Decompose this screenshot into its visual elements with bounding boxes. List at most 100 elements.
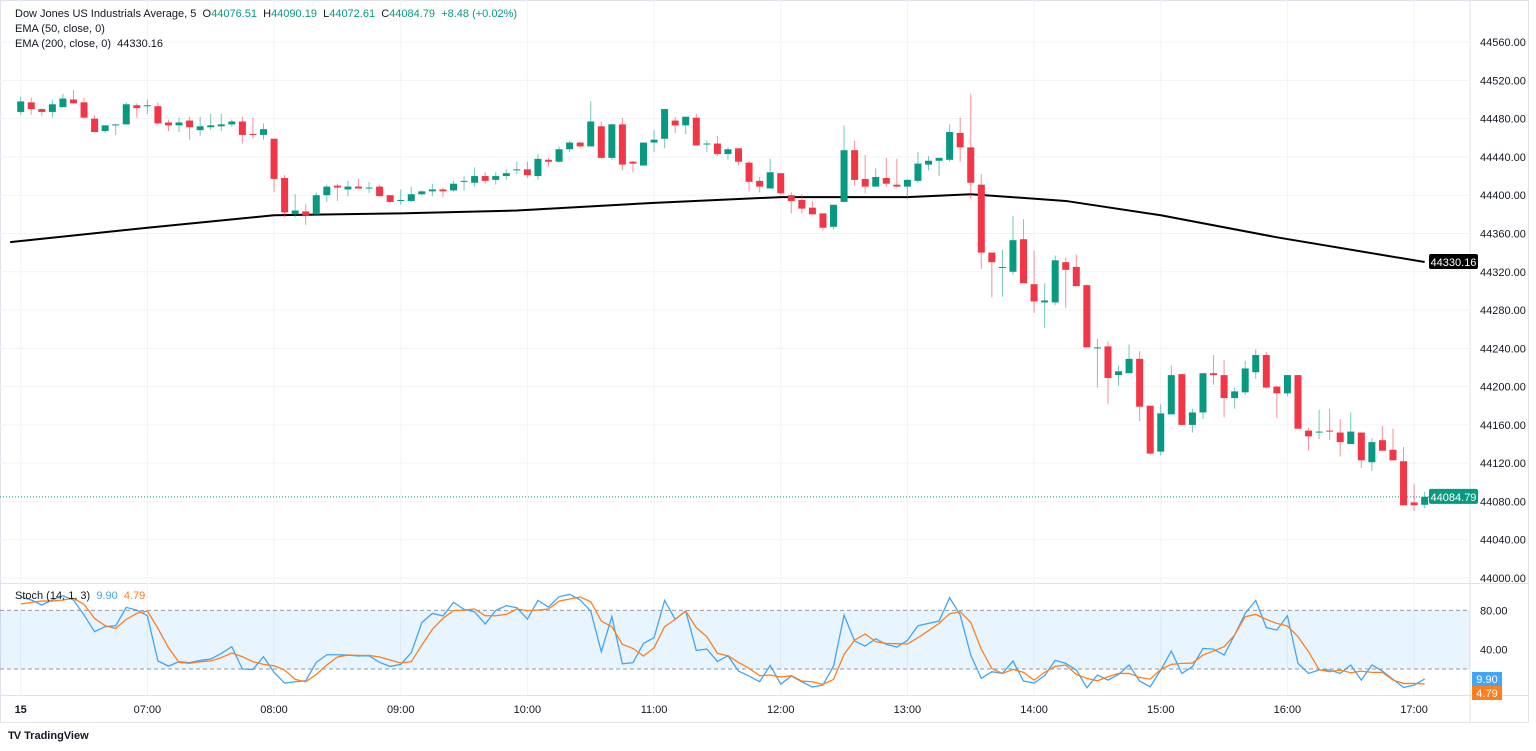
- candle: [1093, 338, 1101, 388]
- candle-body: [1178, 374, 1186, 425]
- stoch-legend[interactable]: Stoch (14, 1, 3) 9.90 4.79: [15, 590, 145, 602]
- candle-body: [735, 148, 743, 162]
- candle-body: [1157, 413, 1165, 452]
- candle-body: [1273, 386, 1281, 394]
- high-label: H: [263, 8, 272, 20]
- candle-body: [1167, 375, 1175, 415]
- candle: [48, 99, 56, 118]
- candle-body: [365, 187, 373, 189]
- time-tick-label: 15:00: [1147, 704, 1175, 716]
- candle-body: [713, 143, 721, 155]
- candle-body: [576, 142, 584, 147]
- candle-body: [777, 173, 785, 194]
- ema50-legend[interactable]: EMA (50, close, 0): [15, 23, 105, 35]
- candle: [1315, 409, 1323, 440]
- ema200-value: 44330.16: [117, 38, 164, 50]
- candle-body: [302, 211, 310, 216]
- candle: [925, 155, 933, 171]
- close-label: C: [381, 8, 390, 20]
- price-tick-label: 44080.00: [1480, 496, 1526, 508]
- candle-body: [281, 177, 289, 213]
- candle: [376, 184, 384, 197]
- price-tick-label: 44520.00: [1480, 75, 1526, 87]
- price-tick-label: 44560.00: [1480, 37, 1526, 49]
- price-tick-label: 44440.00: [1480, 152, 1526, 164]
- candle-body: [428, 189, 436, 192]
- stoch-k-tag-bg: [1472, 672, 1502, 686]
- candle-body: [1125, 358, 1133, 374]
- axes[interactable]: 44560.00 44520.00 44480.00 44440.00 44400.00…: [15, 37, 1526, 716]
- candle-body: [59, 98, 67, 108]
- candle-body: [935, 157, 943, 161]
- candle-body: [756, 180, 764, 187]
- candle: [545, 157, 552, 167]
- candle: [259, 123, 267, 140]
- candle-body: [1072, 266, 1080, 287]
- high-value: 44090.19: [271, 8, 317, 20]
- candle: [534, 154, 542, 180]
- price-tick-label: 44160.00: [1480, 420, 1526, 432]
- candle: [1167, 365, 1175, 415]
- candle: [777, 173, 785, 196]
- candle-body: [1241, 368, 1249, 393]
- candle-body: [703, 143, 711, 145]
- candle: [27, 97, 35, 115]
- candle-body: [1378, 440, 1386, 451]
- candle: [502, 169, 510, 180]
- candle: [703, 140, 711, 153]
- candle: [354, 178, 362, 189]
- candle: [977, 174, 985, 269]
- last-price-tag: 44084.79: [1431, 492, 1477, 504]
- candle: [1210, 355, 1218, 385]
- candle: [882, 157, 890, 187]
- candle-body: [101, 125, 109, 132]
- candle-body: [798, 199, 806, 209]
- candle-body: [787, 195, 795, 201]
- candle-body: [724, 149, 732, 155]
- candle: [988, 252, 996, 298]
- candle-body: [1305, 430, 1313, 437]
- candle: [344, 180, 352, 197]
- candle: [217, 113, 225, 132]
- candle: [1188, 408, 1196, 433]
- price-tick-label: 44040.00: [1480, 535, 1526, 547]
- candle: [449, 180, 457, 192]
- price-tick-label: 44360.00: [1480, 228, 1526, 240]
- candle: [1252, 349, 1260, 379]
- candle: [618, 117, 626, 171]
- candles: [17, 89, 1429, 512]
- candle-body: [692, 117, 700, 146]
- candle-body: [344, 186, 352, 190]
- candle: [270, 138, 278, 193]
- stoch-d-line[interactable]: [20, 596, 1425, 686]
- tradingview-logo[interactable]: TV TradingView: [8, 730, 89, 742]
- candle-body: [1410, 502, 1418, 506]
- candle-body: [766, 172, 774, 189]
- candle: [766, 158, 774, 189]
- candle: [207, 113, 215, 131]
- candle-body: [1220, 375, 1228, 399]
- candle-body: [1262, 355, 1270, 388]
- candle-body: [217, 124, 225, 127]
- candle: [196, 116, 204, 136]
- candle-body: [650, 139, 658, 143]
- ema200-line[interactable]: [10, 193, 1425, 264]
- candle: [1241, 360, 1249, 396]
- candle: [312, 192, 320, 215]
- candle: [1020, 219, 1028, 284]
- candle-body: [555, 149, 563, 162]
- stoch-k-line[interactable]: [20, 593, 1425, 689]
- candle-body: [323, 186, 331, 196]
- candle-body: [112, 124, 120, 126]
- candle-body: [1146, 405, 1154, 454]
- symbol-legend: Dow Jones US Industrials Average, 5 O440…: [15, 8, 517, 20]
- ema200-price-tag-bg: [1429, 254, 1478, 270]
- stoch-tick-label: 80.00: [1480, 605, 1508, 617]
- ema200-legend[interactable]: EMA (200, close, 0) 44330.16: [15, 38, 163, 50]
- candle: [460, 176, 468, 191]
- candle: [1083, 284, 1091, 348]
- price-tick-label: 44120.00: [1480, 458, 1526, 470]
- candle: [1262, 352, 1270, 389]
- candle: [523, 161, 531, 178]
